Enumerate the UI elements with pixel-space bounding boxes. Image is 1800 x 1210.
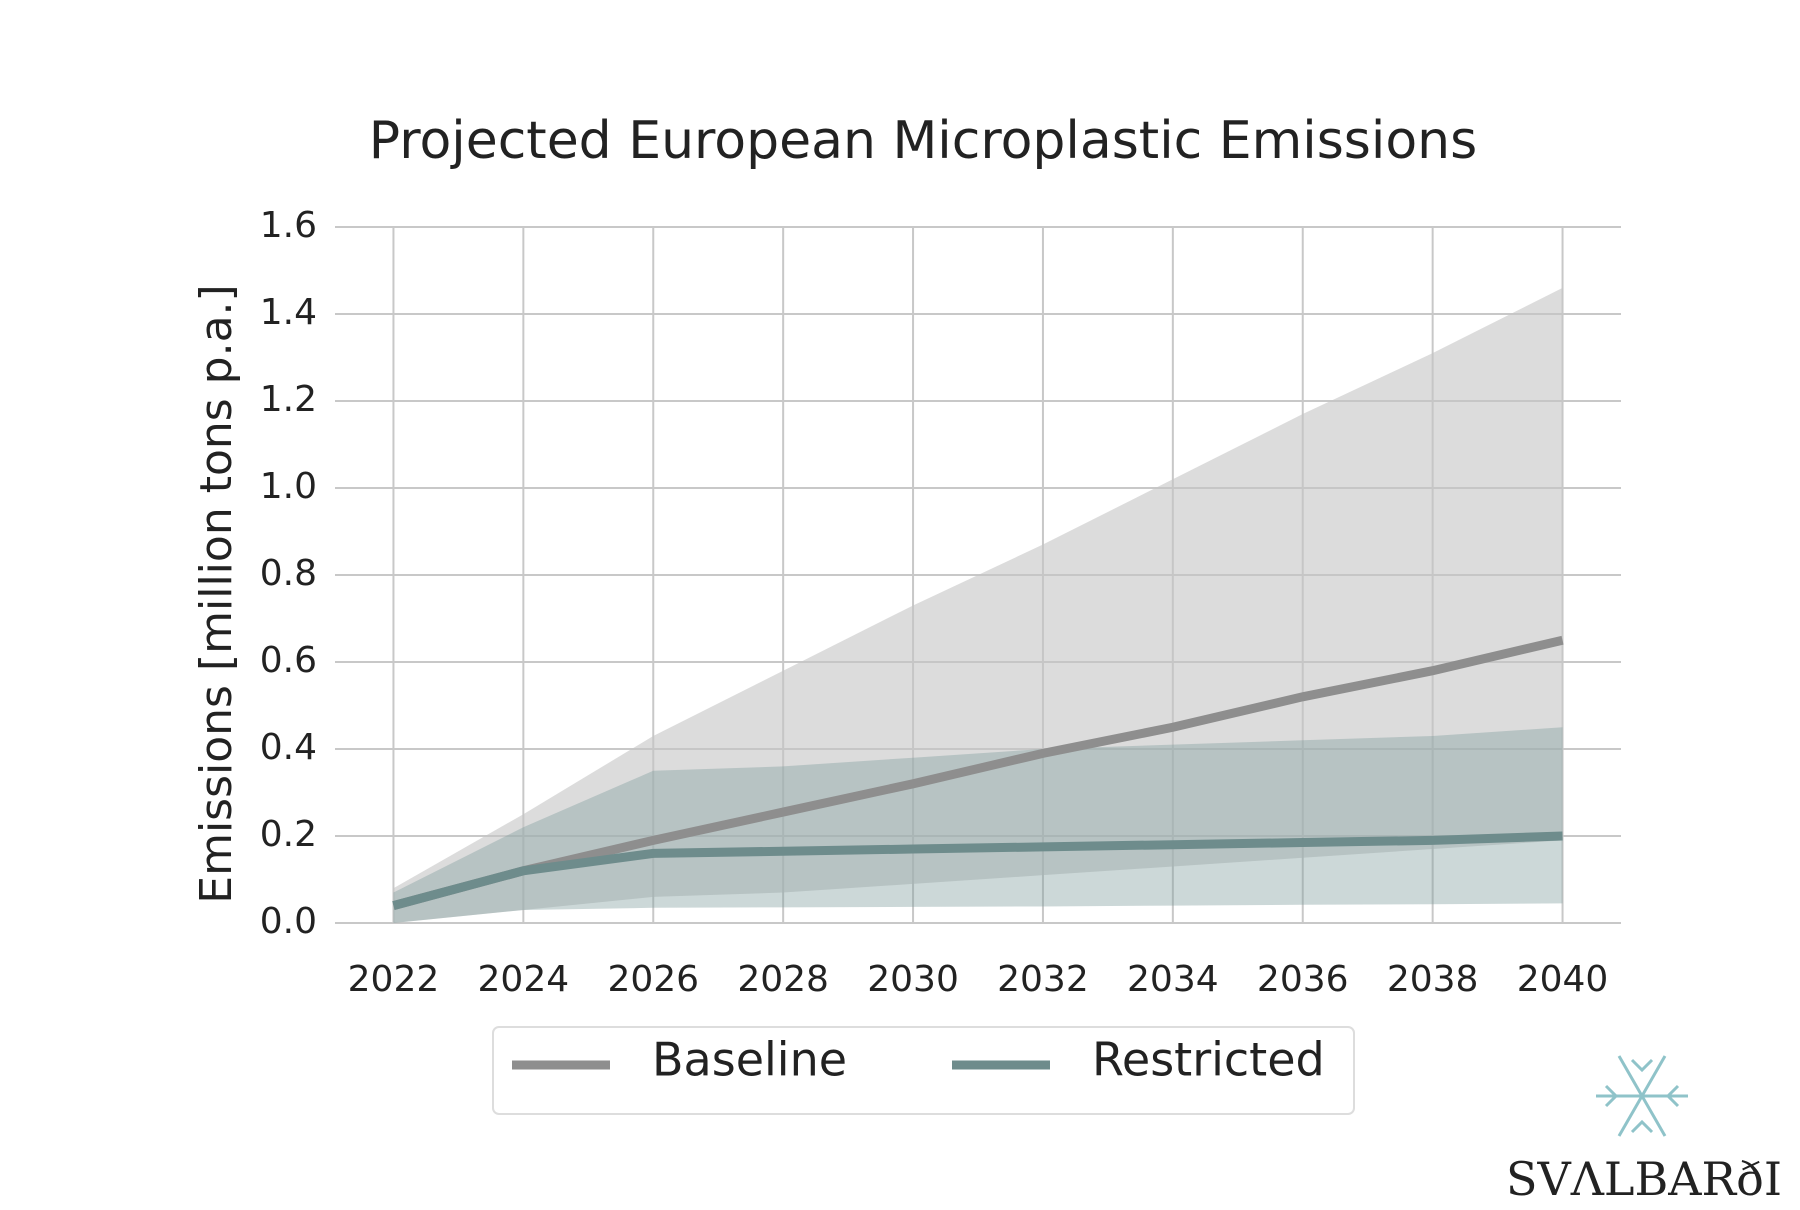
- y-tick-label: 0.0: [260, 901, 317, 942]
- logo-snowflake: [1596, 1055, 1688, 1137]
- legend-label: Baseline: [652, 1033, 847, 1087]
- y-tick-label: 0.4: [260, 727, 317, 768]
- band: [393, 287, 1563, 923]
- y-tick-label: 1.4: [260, 292, 317, 333]
- band: [393, 727, 1563, 923]
- y-tick-label: 1.0: [260, 466, 317, 507]
- legend: [492, 1026, 1355, 1115]
- logo-text: SVΛLBARðI: [1506, 1152, 1782, 1206]
- x-tick-label: 2030: [867, 959, 959, 1000]
- y-tick-label: 1.6: [260, 205, 317, 246]
- x-tick-label: 2038: [1387, 959, 1479, 1000]
- x-tick-label: 2040: [1517, 959, 1609, 1000]
- line: [392, 635, 1564, 910]
- y-tick-label: 0.6: [260, 640, 317, 681]
- y-tick-label: 0.8: [260, 553, 317, 594]
- x-tick-label: 2028: [737, 959, 829, 1000]
- x-tick-label: 2032: [997, 959, 1089, 1000]
- x-tick-label: 2022: [348, 959, 440, 1000]
- y-axis-label: Emissions [million tons p.a.]: [191, 284, 242, 903]
- legend-label: Restricted: [1092, 1033, 1325, 1087]
- y-tick-label: 1.2: [260, 379, 317, 420]
- chart-title: Projected European Microplastic Emission…: [369, 111, 1477, 171]
- x-tick-label: 2024: [478, 959, 570, 1000]
- line: [392, 831, 1563, 910]
- x-tick-label: 2026: [607, 959, 699, 1000]
- y-tick-label: 0.2: [260, 814, 317, 855]
- x-tick-label: 2034: [1127, 959, 1219, 1000]
- x-tick-label: 2036: [1257, 959, 1349, 1000]
